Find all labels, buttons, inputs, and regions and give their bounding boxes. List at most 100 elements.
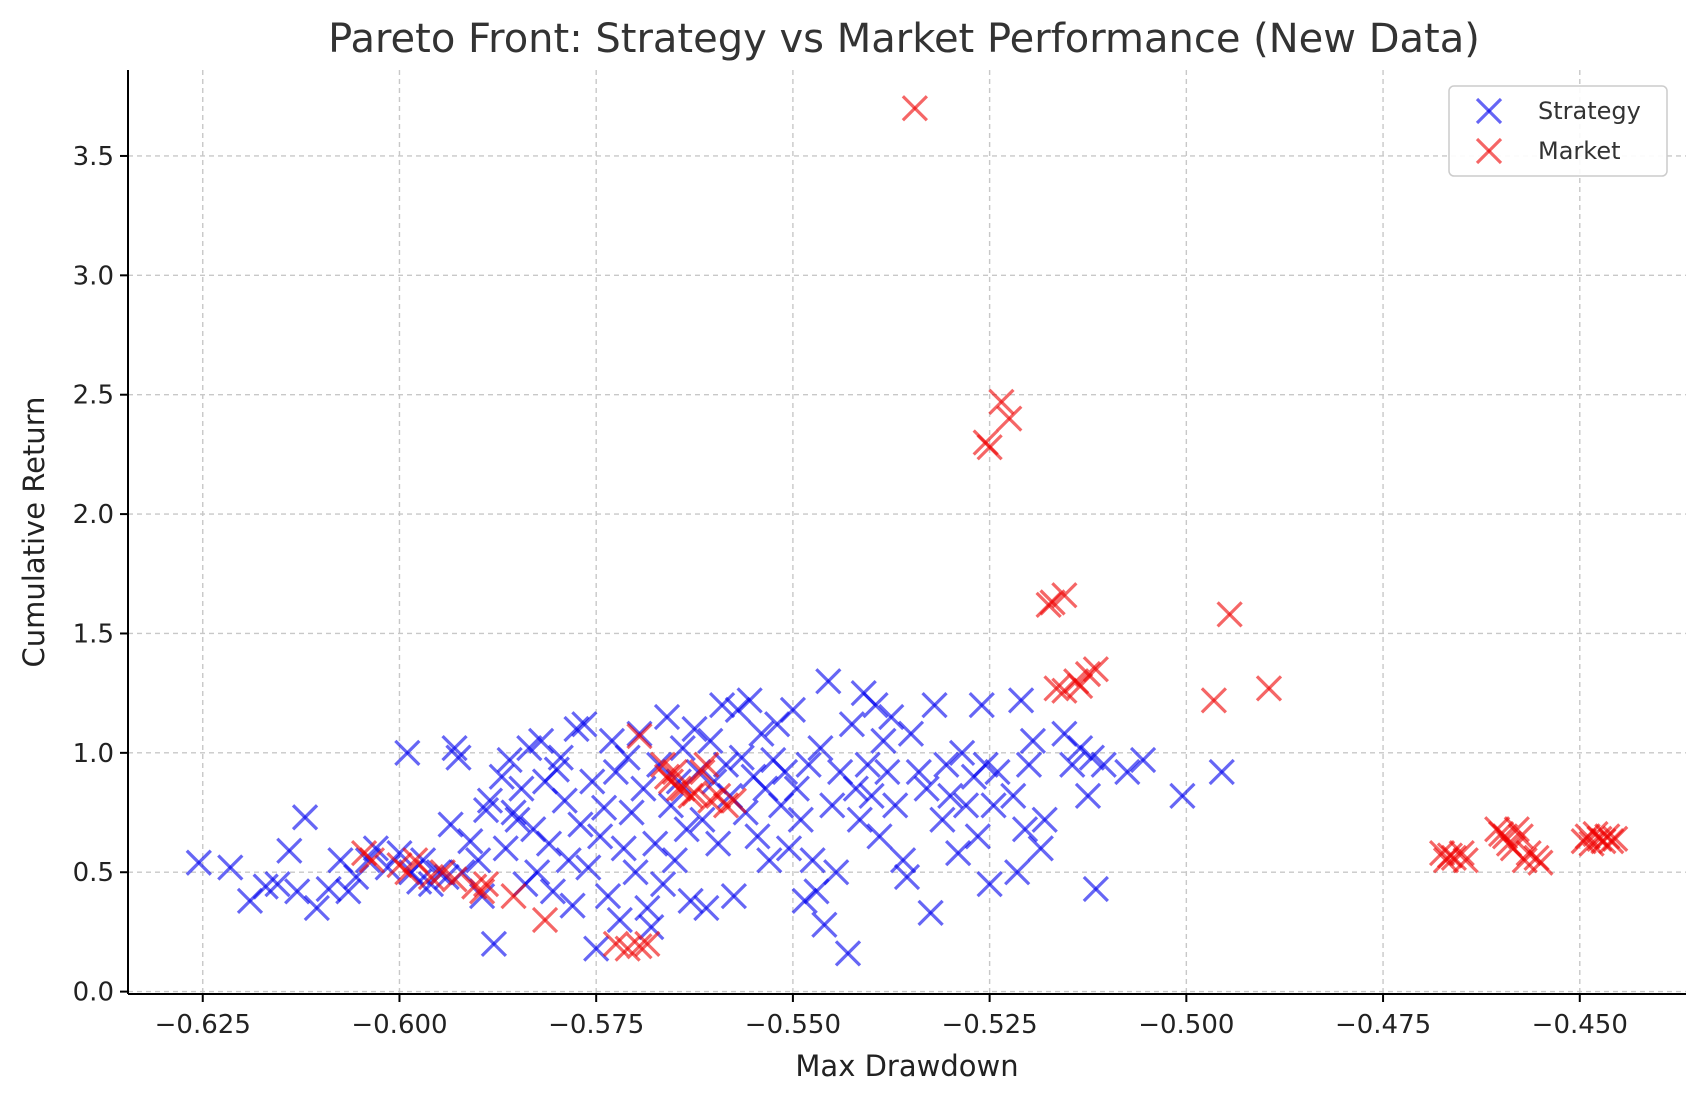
data-point-strategy	[1082, 875, 1109, 903]
data-point-strategy	[736, 687, 763, 714]
data-point-strategy	[882, 792, 909, 819]
x-axis-label: Max Drawdown	[795, 1049, 1018, 1083]
data-point-strategy	[964, 823, 991, 850]
data-point-strategy	[1074, 782, 1102, 809]
data-point-strategy	[952, 792, 980, 819]
data-point-strategy	[1090, 751, 1117, 778]
data-point-strategy	[610, 835, 637, 862]
data-point-strategy	[185, 849, 212, 876]
data-point-strategy	[1015, 751, 1043, 778]
data-point-strategy	[653, 703, 681, 731]
data-point-strategy	[771, 758, 799, 786]
data-point-strategy	[563, 715, 590, 743]
legend-label-strategy: Strategy	[1538, 97, 1641, 125]
data-point-strategy	[980, 792, 1007, 819]
data-point-strategy	[673, 816, 700, 843]
x-tick-label: −0.600	[351, 1010, 447, 1040]
data-point-strategy	[1007, 687, 1035, 714]
data-point-strategy	[590, 794, 618, 821]
x-tick-label: −0.625	[155, 1010, 251, 1040]
data-point-strategy	[335, 878, 362, 905]
data-point-strategy	[913, 775, 940, 802]
data-point-market	[693, 751, 720, 778]
data-point-strategy	[811, 911, 838, 938]
data-point-strategy	[547, 744, 574, 771]
data-point-strategy	[693, 894, 720, 922]
data-point-strategy	[744, 823, 771, 850]
chart-title: Pareto Front: Strategy vs Market Perform…	[328, 16, 1480, 62]
data-point-strategy	[858, 782, 885, 809]
data-point-strategy	[555, 847, 582, 874]
data-point-strategy	[1114, 758, 1141, 786]
data-point-strategy	[303, 894, 330, 922]
legend: Strategy Market	[1448, 85, 1668, 177]
legend-label-market: Market	[1538, 137, 1621, 165]
data-point-market	[626, 723, 653, 750]
data-point-strategy	[437, 811, 464, 838]
data-point-strategy	[893, 863, 921, 891]
data-point-strategy	[217, 854, 244, 881]
data-point-market	[1216, 601, 1243, 628]
data-point-strategy	[551, 787, 578, 814]
legend-marker-strategy	[1475, 97, 1503, 125]
data-point-strategy	[1019, 727, 1047, 755]
data-point-strategy	[642, 830, 669, 857]
data-point-strategy	[516, 734, 543, 762]
data-point-strategy	[705, 830, 732, 857]
grid	[128, 70, 1686, 994]
y-axis-ticks: 0.0 0.5 1.0 1.5 2.0 2.5 3.0 3.5	[73, 142, 128, 1008]
data-point-strategy	[708, 691, 736, 719]
data-point-strategy	[1129, 746, 1157, 774]
data-point-strategy	[386, 840, 413, 867]
data-point-market	[358, 847, 386, 874]
data-point-strategy	[622, 859, 649, 886]
data-point-strategy	[571, 711, 598, 738]
data-point-strategy	[500, 799, 527, 826]
data-point-strategy	[492, 835, 519, 862]
data-point-strategy	[480, 930, 508, 957]
data-point-strategy	[748, 720, 775, 747]
data-point-strategy	[712, 751, 740, 778]
data-point-strategy	[728, 744, 755, 771]
data-point-market	[1602, 825, 1629, 852]
data-point-strategy	[579, 768, 606, 795]
data-point-market	[1082, 656, 1109, 683]
data-point-strategy	[657, 792, 685, 819]
data-point-strategy	[681, 715, 708, 743]
data-point-market	[681, 780, 708, 807]
data-point-strategy	[445, 744, 472, 771]
data-point-strategy	[838, 711, 866, 738]
data-point-strategy	[409, 847, 437, 874]
data-point-strategy	[866, 823, 893, 850]
data-point-strategy	[602, 758, 629, 786]
data-point-market	[500, 882, 527, 910]
data-point-market	[1255, 675, 1283, 702]
data-point-market	[429, 859, 456, 886]
data-point-strategy	[862, 691, 889, 719]
x-tick-label: −0.575	[548, 1010, 644, 1040]
data-point-strategy	[1169, 782, 1196, 809]
data-point-strategy	[834, 940, 862, 967]
x-tick-label: −0.500	[1138, 1010, 1234, 1040]
data-point-strategy	[661, 847, 689, 874]
data-point-strategy	[823, 859, 850, 886]
data-point-strategy	[937, 782, 964, 809]
data-point-market	[394, 859, 421, 886]
data-point-strategy	[291, 804, 319, 831]
data-point-strategy	[465, 847, 492, 874]
data-point-strategy	[586, 823, 614, 850]
data-point-strategy	[897, 720, 925, 747]
data-point-strategy	[638, 914, 665, 941]
data-point-strategy	[948, 739, 976, 766]
data-point-strategy	[472, 797, 500, 824]
data-point-market	[1448, 840, 1475, 867]
data-point-market	[697, 787, 724, 814]
x-tick-label: −0.525	[942, 1010, 1038, 1040]
data-point-market	[1039, 589, 1066, 616]
data-point-strategy	[354, 847, 382, 874]
data-point-market	[996, 405, 1023, 432]
y-axis-label: Cumulative Return	[17, 397, 51, 668]
data-point-market	[1507, 823, 1534, 850]
data-point-strategy	[945, 840, 972, 867]
series-strategy	[185, 668, 1235, 967]
